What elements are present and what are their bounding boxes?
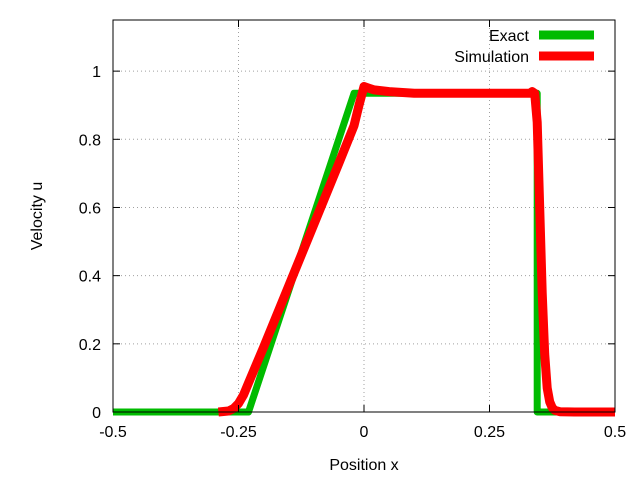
x-axis-label: Position x — [329, 457, 398, 474]
legend: Exact Simulation — [454, 28, 594, 66]
x-tick-labels: -0.5 -0.25 0 0.25 0.5 — [99, 424, 626, 441]
y-tick-label: 1 — [92, 64, 101, 81]
x-tick-label: 0 — [360, 424, 369, 441]
x-tick-label: 0.5 — [604, 424, 626, 441]
x-tick-label: -0.5 — [99, 424, 127, 441]
y-tick-label: 0.2 — [79, 337, 101, 354]
x-tick-label: -0.25 — [220, 424, 257, 441]
series-lines — [113, 82, 615, 417]
series-line-simulation — [217, 82, 615, 417]
legend-label-simulation: Simulation — [454, 49, 529, 66]
legend-label-exact: Exact — [489, 28, 530, 45]
y-tick-labels: 0 0.2 0.4 0.6 0.8 1 — [79, 64, 101, 422]
y-tick-label: 0.6 — [79, 200, 101, 217]
y-tick-label: 0 — [92, 405, 101, 422]
x-tick-label: 0.25 — [474, 424, 505, 441]
y-axis-label: Velocity u — [29, 182, 46, 250]
grid — [113, 20, 615, 412]
y-tick-label: 0.4 — [79, 269, 101, 286]
axis-ticks — [112, 20, 616, 413]
y-tick-label: 0.8 — [79, 132, 101, 149]
